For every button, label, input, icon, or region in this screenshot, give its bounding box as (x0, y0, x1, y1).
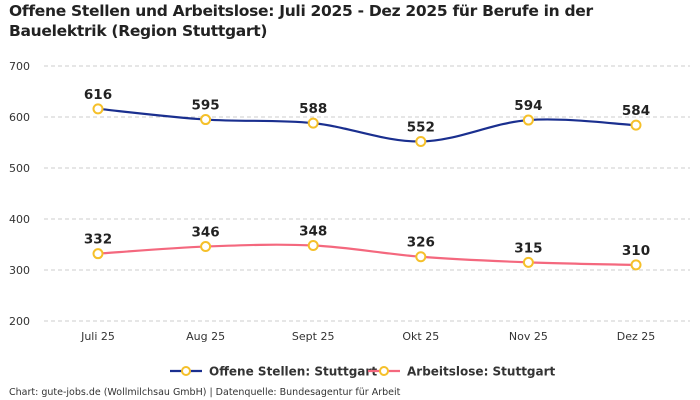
data-label: 346 (192, 225, 220, 241)
x-tick-label: Juli 25 (80, 330, 115, 343)
data-label: 310 (622, 243, 650, 259)
data-point (200, 114, 212, 126)
data-point (522, 256, 534, 268)
data-label: 332 (84, 232, 112, 248)
chart-footer: Chart: gute-jobs.de (Wollmilchsau GmbH) … (9, 387, 401, 398)
legend-marker (181, 366, 191, 376)
x-tick-label: Nov 25 (509, 330, 548, 343)
data-point (630, 259, 642, 271)
series-line-arbeitslose (97, 243, 637, 266)
data-label: 595 (192, 98, 220, 114)
data-point (200, 241, 212, 253)
chart-title: Offene Stellen und Arbeitslose: Juli 202… (9, 2, 593, 40)
data-label: 552 (407, 119, 435, 135)
data-label: 326 (407, 235, 435, 251)
data-point (307, 240, 319, 252)
data-label: 348 (299, 224, 327, 240)
data-label: 594 (514, 98, 542, 114)
data-point (92, 103, 104, 115)
data-point (307, 117, 319, 129)
data-point (92, 248, 104, 260)
x-tick-label: Sept 25 (292, 330, 335, 343)
data-label: 584 (622, 103, 650, 119)
legend-label: Arbeitslose: Stuttgart (407, 365, 556, 379)
data-point (415, 135, 427, 147)
y-tick-label: 600 (9, 111, 30, 124)
x-tick-label: Aug 25 (186, 330, 225, 343)
y-tick-label: 200 (9, 315, 30, 328)
x-tick-label: Dez 25 (617, 330, 656, 343)
data-point (630, 119, 642, 131)
y-tick-label: 400 (9, 213, 30, 226)
data-point (415, 251, 427, 263)
legend-marker (379, 366, 389, 376)
data-label: 616 (84, 87, 112, 103)
x-tick-label: Okt 25 (402, 330, 439, 343)
series-line-offene-stellen (97, 107, 637, 143)
data-label: 315 (514, 240, 542, 256)
y-tick-label: 500 (9, 162, 30, 175)
y-tick-label: 300 (9, 264, 30, 277)
data-label: 588 (299, 101, 327, 117)
legend-label: Offene Stellen: Stuttgart (209, 365, 377, 379)
data-point (522, 114, 534, 126)
y-tick-label: 700 (9, 60, 30, 73)
